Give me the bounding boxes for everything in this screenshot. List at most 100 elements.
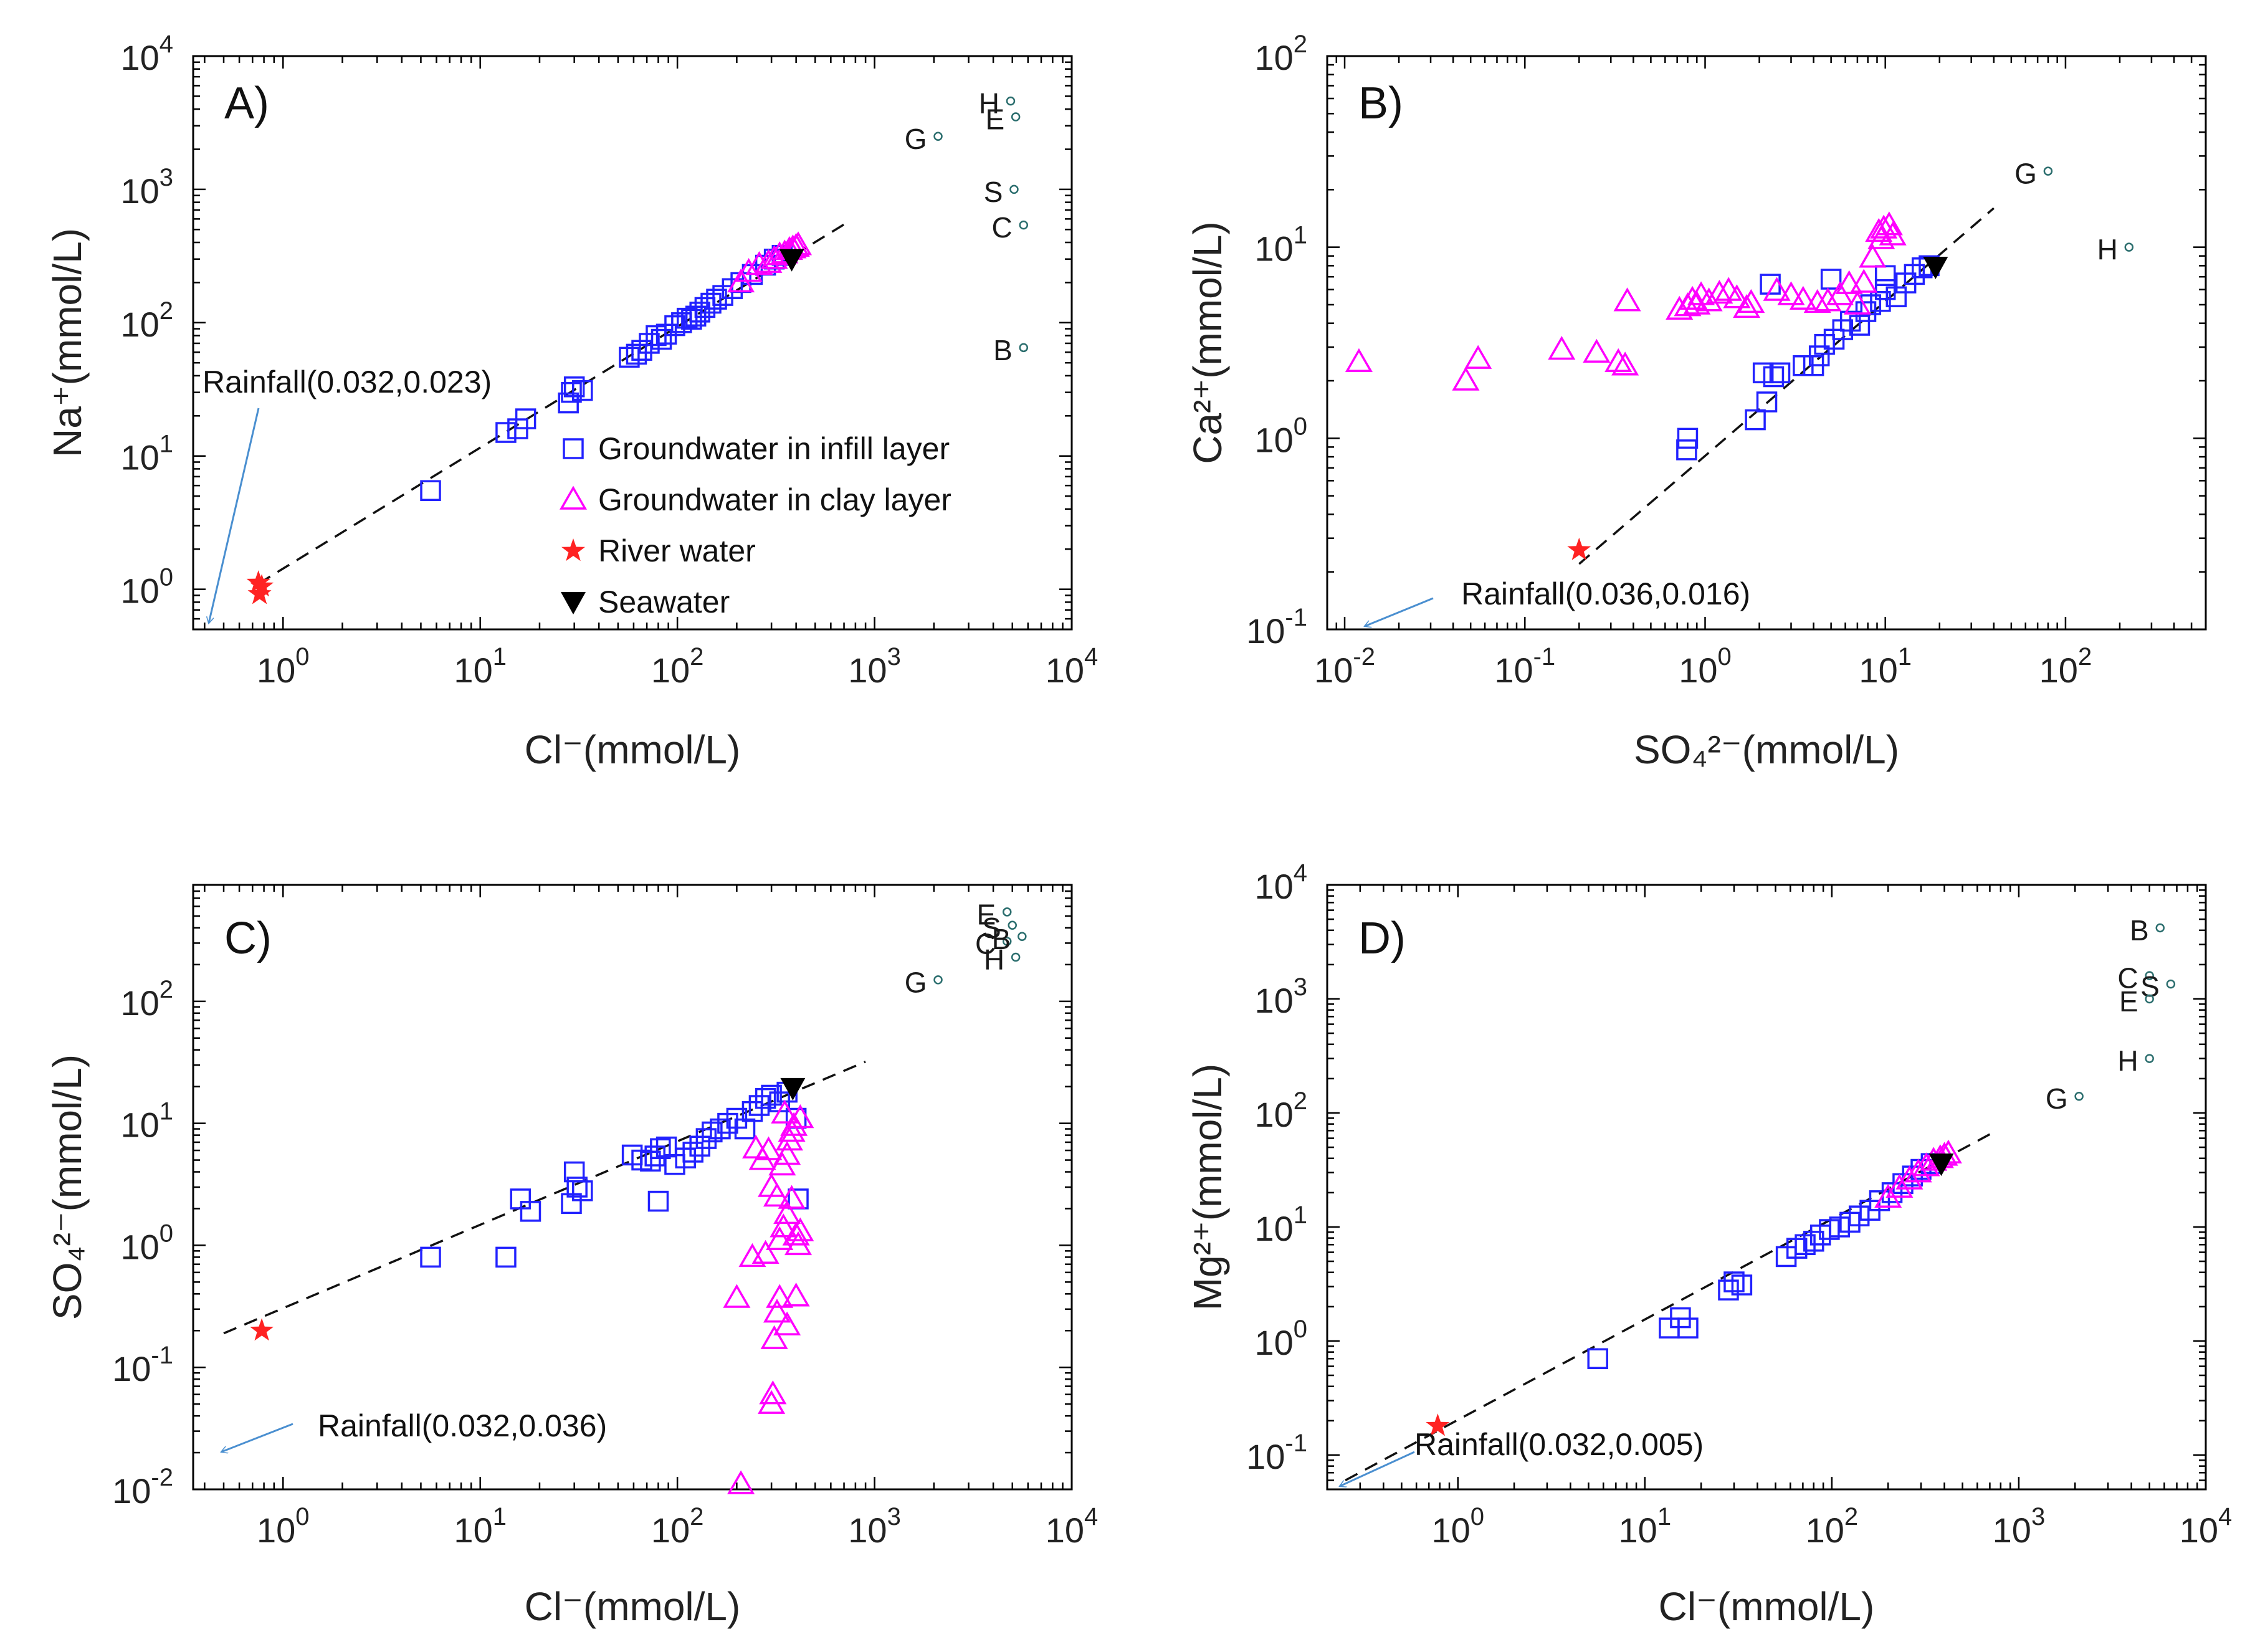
mineral-point [2124, 242, 2134, 252]
mixing-line [223, 1061, 866, 1335]
data-point [561, 381, 582, 403]
data-point [734, 1118, 756, 1140]
data-point [723, 1284, 751, 1308]
data-point [1464, 345, 1492, 369]
data-point [751, 1239, 779, 1264]
data-point [761, 1084, 782, 1106]
mineral-point [1018, 932, 1027, 942]
y-tick-label: 100 [120, 564, 173, 611]
rainfall-label: Rainfall(0.032,0.005) [1414, 1427, 1704, 1462]
data-point [689, 1135, 710, 1157]
data-point [1874, 279, 1896, 300]
data-point [773, 1140, 801, 1165]
legend-entry: Seawater [598, 585, 730, 619]
mineral-label: H [2097, 234, 2118, 266]
data-point [515, 408, 536, 429]
mineral-label: C [992, 211, 1013, 244]
data-point [1452, 366, 1480, 391]
data-point [1756, 391, 1778, 413]
mineral-point [1011, 112, 1021, 122]
mineral-point [2145, 971, 2154, 980]
data-point [572, 380, 593, 401]
data-point [1679, 285, 1707, 310]
mineral-point [2074, 1091, 2084, 1101]
data-point [1777, 281, 1805, 305]
mineral-point [1002, 937, 1012, 946]
data-point [1763, 277, 1791, 301]
series-triangle-down [780, 1077, 806, 1101]
data-point [1870, 291, 1891, 312]
series-triangle-down [779, 249, 804, 272]
x-tick-label: 100 [257, 643, 310, 690]
y-tick-label: 102 [1254, 31, 1307, 77]
data-point [780, 1112, 808, 1136]
data-point [773, 1311, 801, 1335]
data-point [664, 1153, 685, 1175]
y-tick-label: 101 [120, 1098, 173, 1145]
data-point [495, 1246, 517, 1268]
y-axis-label: Na⁺(mmol/L) [45, 228, 90, 457]
legend-entry: Groundwater in clay layer [598, 482, 951, 517]
data-point [572, 1180, 593, 1201]
mineral-label: S [2140, 970, 2160, 1003]
data-point [651, 328, 672, 350]
data-point [1859, 244, 1887, 268]
data-point [1723, 1271, 1745, 1292]
x-tick-label: 100 [1679, 643, 1732, 690]
x-axis-label: Cl⁻(mmol/L) [525, 727, 741, 772]
y-tick-label: 10-1 [112, 1342, 173, 1388]
series-triangle [723, 1099, 814, 1494]
y-tick-label: 103 [1254, 973, 1307, 1020]
data-point [706, 289, 727, 310]
data-point [1763, 366, 1785, 388]
data-point [619, 346, 640, 368]
y-tick-label: 104 [1254, 859, 1307, 906]
panel-d-chart: 100 101 102 103 104 10-1 100 101 102 103 104 Cl⁻(mm… [1185, 859, 2232, 1629]
y-tick-label: 100 [120, 1220, 173, 1266]
data-point [771, 1099, 799, 1124]
x-tick-label: 101 [454, 1503, 507, 1550]
data-point [626, 343, 647, 365]
data-point [1611, 351, 1639, 376]
x-tick-label: 101 [1619, 1503, 1672, 1550]
x-tick-label: 102 [651, 643, 704, 690]
data-point [1849, 315, 1871, 336]
mineral-label: H [984, 943, 1004, 976]
data-point [420, 1246, 441, 1268]
data-point [784, 1231, 813, 1256]
data-point [1345, 348, 1373, 373]
data-point [650, 1138, 671, 1160]
data-point [1803, 1231, 1824, 1252]
y-tick-label: 102 [120, 297, 173, 344]
mineral-point [933, 975, 943, 985]
y-tick-label: 10-1 [1246, 1430, 1307, 1476]
data-point [742, 1134, 770, 1159]
data-point [748, 1146, 776, 1170]
panel-b-chart: 10-2 10-1 100 101 10210-1100101102SO₄²⁻(mmol… [1185, 31, 2207, 772]
legend-marker [561, 592, 586, 614]
data-point [1677, 427, 1699, 449]
data-point [763, 1182, 791, 1207]
mineral-label: B [993, 334, 1013, 366]
mineral-label: E [977, 898, 996, 930]
data-point [520, 1201, 541, 1222]
data-point [763, 1299, 791, 1323]
data-point [1803, 289, 1831, 313]
x-tick-label: 100 [1431, 1503, 1484, 1550]
series-star [246, 570, 274, 604]
x-tick-label: 102 [651, 1503, 704, 1550]
data-point [1548, 336, 1576, 360]
data-point [1928, 1153, 1954, 1177]
panel-letter: B) [1358, 79, 1403, 128]
data-point [741, 1101, 763, 1122]
x-tick-label: 10-2 [1314, 643, 1375, 690]
data-point [566, 1177, 588, 1198]
data-point [1737, 289, 1765, 313]
series-triangle [1345, 211, 1907, 391]
panel-c-chart: 100 101 102 103 104 10-2 10-1 100 101 102 Cl⁻(mmol… [45, 884, 1098, 1629]
mineral-point [2155, 923, 2165, 933]
x-tick-label: 103 [848, 1503, 901, 1550]
series-square [420, 1081, 809, 1268]
mineral-label: B [2130, 914, 2149, 947]
